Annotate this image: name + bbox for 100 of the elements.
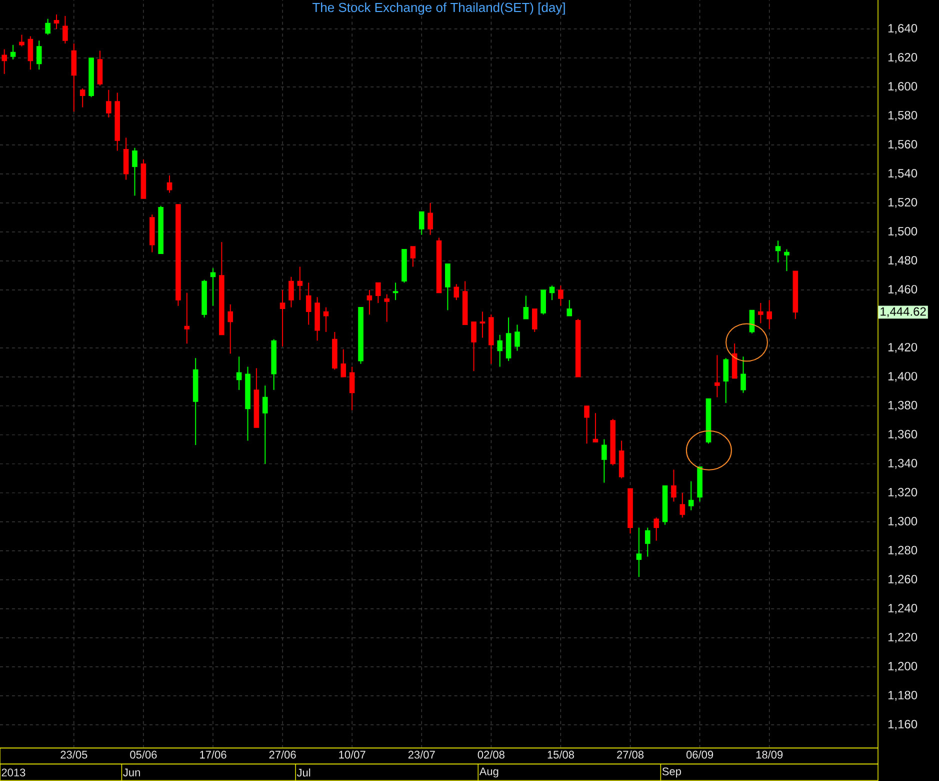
candlestick [523, 295, 529, 320]
candlestick [671, 469, 676, 502]
x-tick-label: 23/07 [408, 750, 435, 759]
y-tick-label: 1,400 [888, 372, 918, 382]
candlestick [480, 311, 486, 338]
y-tick-label: 1,560 [888, 140, 918, 150]
candlestick [19, 34, 24, 47]
y-tick-label: 1,480 [888, 256, 918, 266]
candlestick [2, 48, 7, 74]
candlestick [340, 348, 346, 378]
x-tick-label: 02/08 [478, 750, 504, 759]
candlestick [740, 356, 746, 394]
candlestick [228, 304, 234, 354]
y-tick-label: 1,260 [888, 574, 918, 585]
candlestick [45, 18, 50, 36]
candlestick [262, 385, 268, 464]
candlestick [566, 300, 572, 317]
y-tick-label: 1,240 [888, 604, 918, 614]
candlestick [80, 88, 86, 108]
candlestick [349, 366, 355, 411]
y-tick-label: 1,360 [888, 430, 918, 440]
x-tick-label: 27/06 [269, 750, 296, 759]
candlestick [210, 268, 216, 306]
y-tick-label: 1,160 [888, 720, 918, 730]
candlestick [62, 15, 68, 44]
candlestick [636, 527, 642, 578]
y-tick-label: 1,380 [888, 400, 918, 411]
candlestick [532, 308, 538, 332]
candlestick [784, 248, 790, 272]
x-tick-label: 27/08 [617, 750, 644, 759]
y-tick-label: 1,280 [888, 546, 918, 556]
y-tick-label: 1,580 [888, 111, 918, 121]
y-tick-label: 1,640 [888, 24, 918, 34]
candlestick [428, 202, 433, 236]
y-tick-label: 1,340 [888, 458, 918, 469]
x-tick-label: 17/06 [200, 750, 226, 759]
text: Jul [296, 768, 310, 777]
chart-title: The Stock Exchange of Thailand(SET) [day] [312, 2, 565, 15]
candlestick [592, 412, 598, 443]
candlestick [366, 289, 372, 316]
text: Jun [123, 768, 140, 776]
candlestick [280, 289, 286, 347]
candlestick [445, 263, 450, 311]
candlestick [549, 285, 555, 301]
candlestick [454, 284, 460, 301]
candlestick [376, 282, 381, 304]
candlestick [306, 282, 312, 326]
candlestick [558, 285, 564, 306]
y-tick-label: 1,180 [888, 690, 918, 701]
candlestick [384, 294, 390, 322]
candlestick [132, 147, 138, 196]
candlestick [644, 527, 650, 558]
y-tick-label: 1,500 [888, 226, 918, 237]
y-tick-label: 1,520 [888, 198, 918, 208]
candlestick [471, 321, 476, 372]
candlestick [584, 405, 590, 444]
candlestick [236, 356, 242, 390]
y-tick-label: 1,220 [888, 632, 918, 643]
candlestick [288, 276, 294, 308]
candlestick [602, 438, 607, 484]
y-tick-label: 1,460 [888, 284, 918, 295]
candlestick [540, 289, 546, 316]
x-tick-label: 10/07 [339, 750, 366, 759]
candlestick [514, 324, 520, 352]
y-tick-label: 1,600 [888, 82, 918, 92]
candlestick [410, 246, 416, 268]
candlestick [323, 306, 329, 332]
candlestick [392, 282, 398, 301]
candlestick [766, 300, 772, 330]
y-tick-label: 1,320 [888, 488, 918, 498]
candlestick [36, 40, 42, 70]
candlestick [10, 44, 16, 60]
candlestick [418, 211, 424, 236]
candlestick [184, 292, 190, 344]
candlestick [688, 480, 694, 511]
candlestick [680, 492, 686, 518]
x-tick-label: 18/09 [756, 750, 783, 759]
candlestick [497, 334, 503, 368]
y-tick-label: 1,300 [888, 516, 918, 527]
text: 1,444.62 [880, 307, 926, 318]
candlestick [775, 240, 781, 263]
y-tick-label: 1,540 [888, 168, 918, 179]
candlestick [106, 89, 112, 118]
text: Aug [479, 768, 498, 778]
text: Sep [662, 768, 681, 778]
x-tick-label: 15/08 [548, 750, 574, 759]
text: 2013 [2, 768, 26, 776]
candlestick [758, 302, 764, 324]
candlestick [723, 358, 729, 404]
candlestick [749, 310, 755, 334]
y-tick-label: 1,620 [888, 53, 918, 63]
y-tick-label: 1,200 [888, 662, 918, 672]
candlestick [714, 354, 720, 398]
x-tick-label: 23/05 [60, 750, 88, 759]
candlestick [54, 14, 60, 30]
x-tick-label: 06/09 [686, 750, 714, 759]
y-tick-label: 1,420 [888, 342, 918, 353]
candlestick [654, 517, 659, 542]
candlestick [28, 36, 34, 70]
candlestick [166, 174, 172, 194]
